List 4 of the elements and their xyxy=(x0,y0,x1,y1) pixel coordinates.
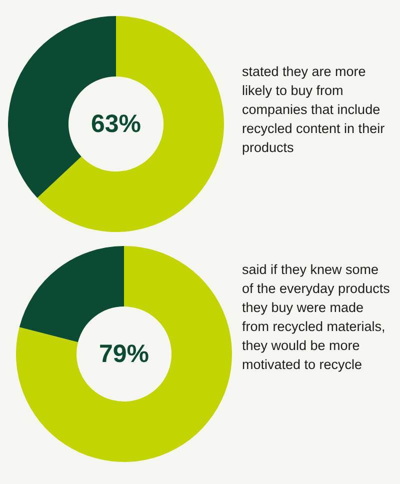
data-label: 79% xyxy=(98,340,150,368)
text: stated they are more likely to buy from companies that include recycled content in their products xyxy=(242,63,386,157)
data-label: 63% xyxy=(90,110,142,138)
text: said if they knew some of the everyday products they buy were made from recycled materials, they would be more motivated to recycle xyxy=(242,261,391,374)
